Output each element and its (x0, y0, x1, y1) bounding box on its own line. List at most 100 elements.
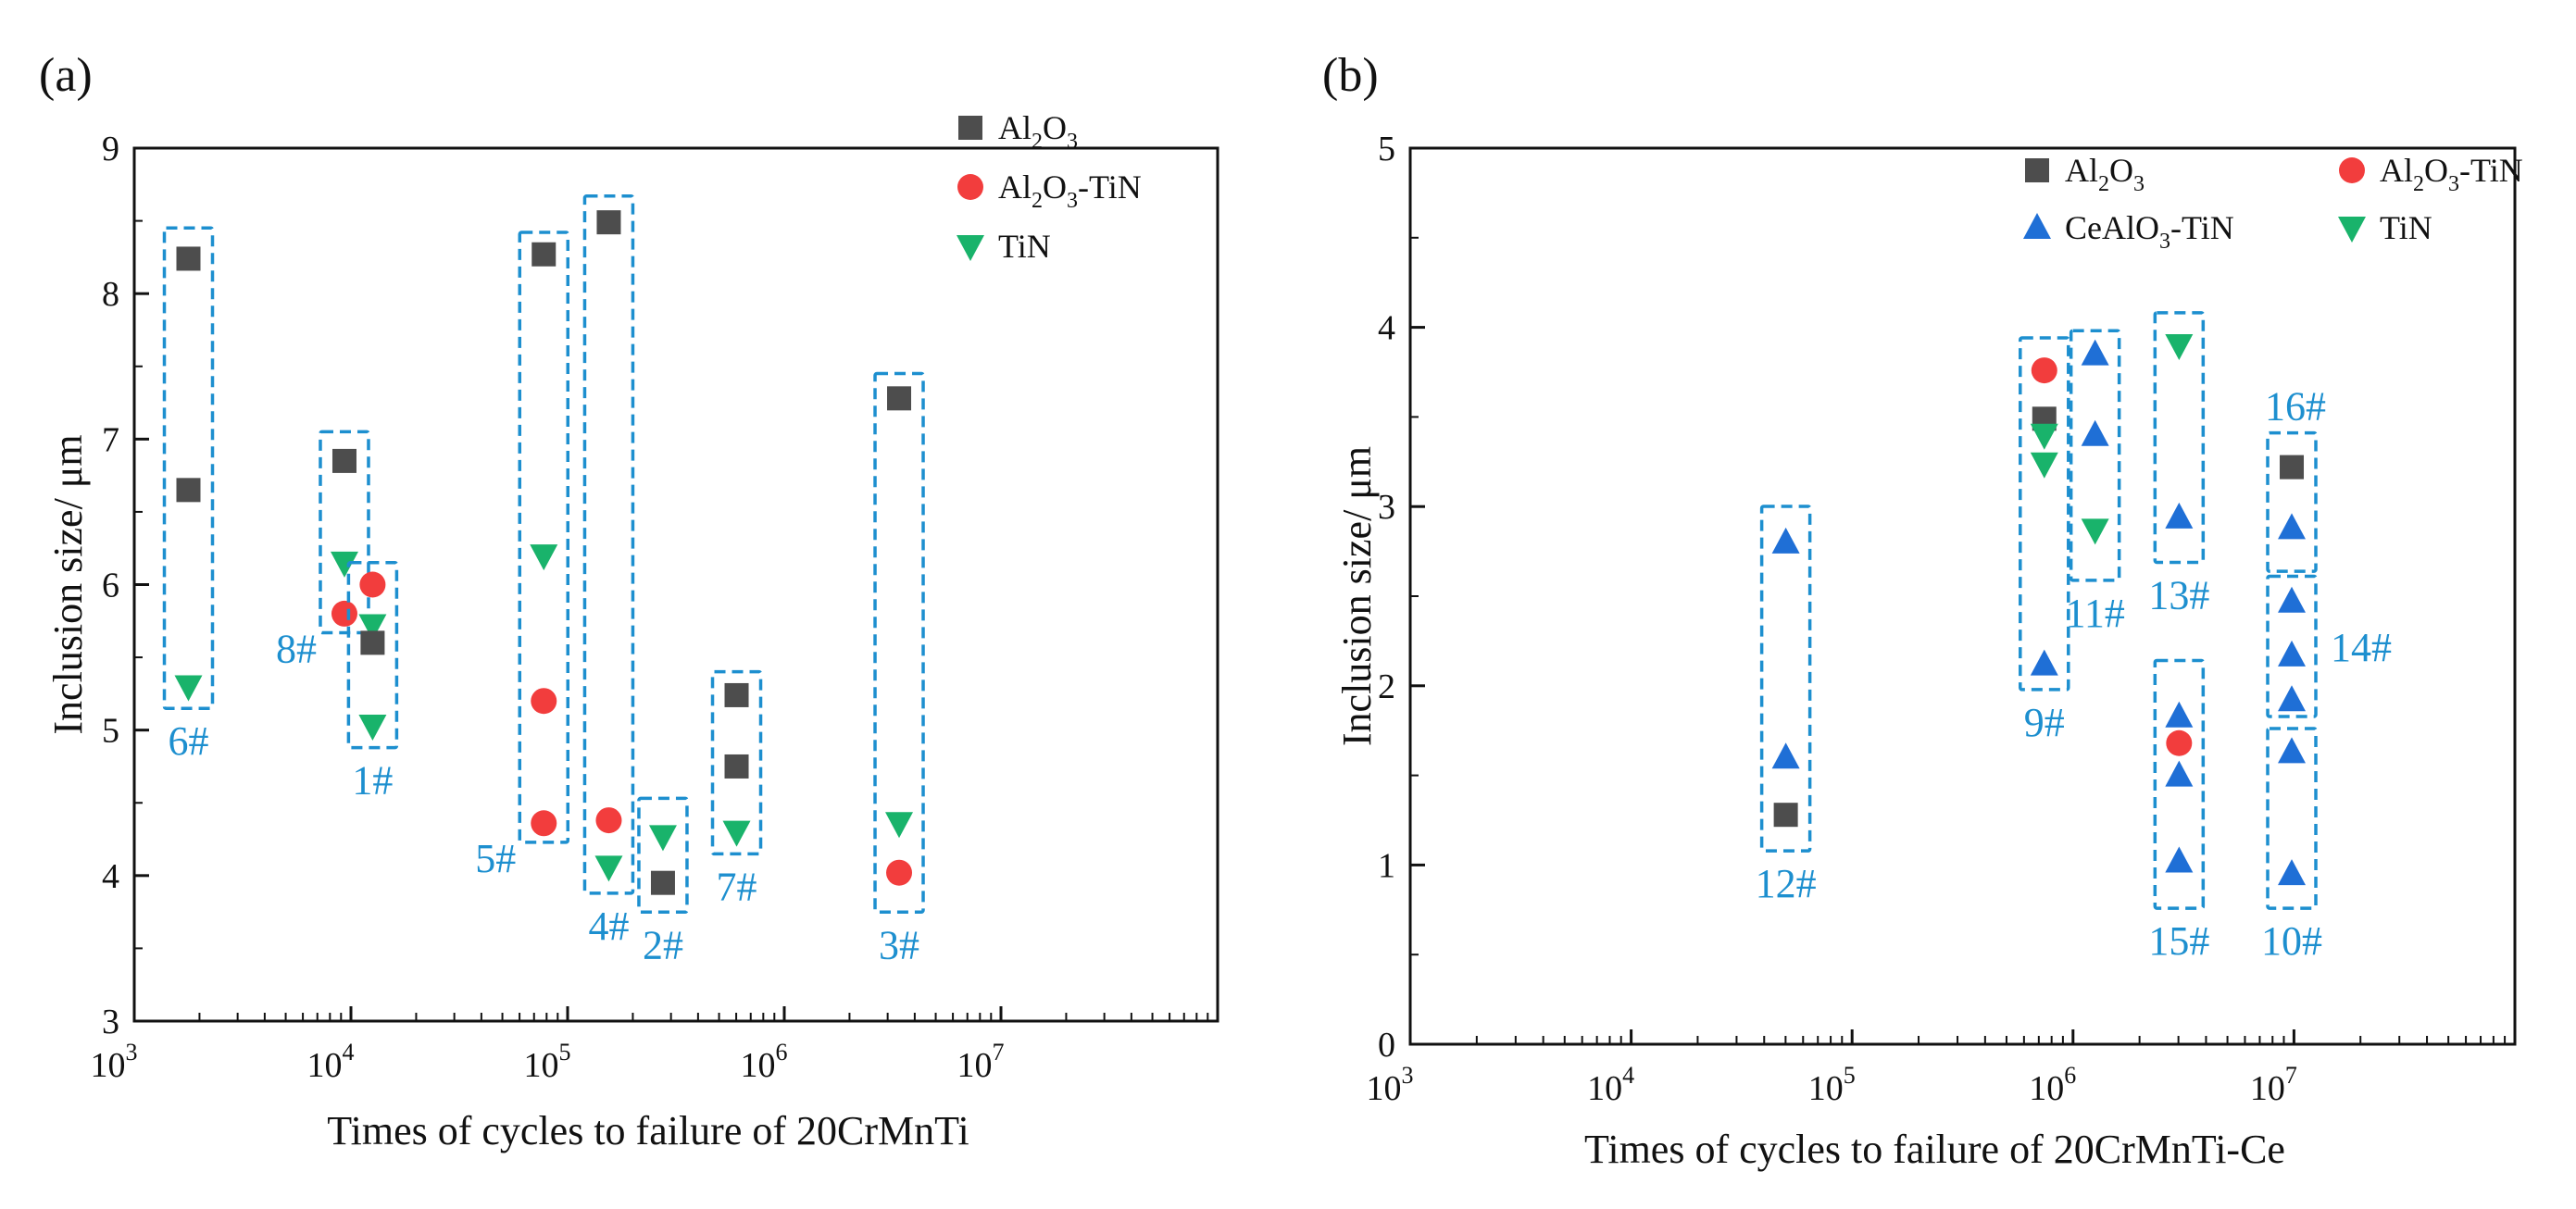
group-box (162, 226, 215, 710)
group-label: 13# (2148, 572, 2209, 617)
data-point (596, 210, 621, 235)
legend: Al2O3 Al2O3-TiN CeAlO3-TiN TiN (2023, 152, 2523, 254)
group-box (710, 669, 763, 856)
group-box (2153, 658, 2206, 910)
group-label: 7# (717, 864, 757, 909)
group-15#: 15# (2148, 658, 2209, 964)
group-label: 14# (2331, 625, 2392, 670)
data-point (2030, 452, 2058, 479)
group-10#: 10# (2261, 727, 2322, 964)
data-point (650, 870, 675, 895)
x-tick-label: 103 (91, 1039, 138, 1085)
group-label: 5# (475, 836, 516, 881)
legend-marker (2339, 157, 2365, 183)
group-label: 10# (2261, 918, 2322, 964)
data-point (2165, 846, 2194, 873)
legend-marker (2338, 217, 2366, 243)
data-point (2030, 649, 2058, 676)
data-point (887, 386, 912, 411)
y-tick-label: 5 (1378, 130, 1395, 168)
data-point (330, 551, 358, 578)
group-16#: 16# (2265, 384, 2326, 573)
group-label: 1# (352, 758, 393, 804)
y-tick-label: 0 (1378, 1026, 1395, 1065)
y-tick-label: 4 (102, 857, 119, 896)
data-point (594, 855, 623, 882)
data-point (530, 544, 558, 571)
group-box (2069, 329, 2121, 582)
group-8#: 8# (276, 430, 370, 672)
group-2#: 2# (637, 796, 689, 967)
panel-label: (a) (39, 49, 93, 102)
data-point (2278, 737, 2307, 764)
data-point (2030, 423, 2058, 450)
data-point (2165, 701, 2194, 728)
data-point (595, 807, 622, 834)
data-point (1771, 742, 1800, 769)
x-tick-label: 107 (957, 1039, 1005, 1085)
legend-label: Al2O3-TiN (2380, 152, 2523, 196)
legend-marker (2025, 158, 2049, 182)
y-tick-label: 1 (1378, 846, 1395, 885)
data-point (885, 812, 914, 839)
data-point (2278, 685, 2307, 712)
group-12#: 12# (1756, 505, 1817, 906)
group-9#: 9# (2019, 336, 2070, 745)
y-tick-label: 8 (102, 275, 119, 314)
x-axis-title: Times of cycles to failure of 20CrMnTi (327, 1108, 969, 1153)
group-box (582, 193, 635, 895)
legend-marker (957, 235, 984, 261)
y-tick-label: 6 (102, 567, 119, 605)
group-box (2266, 574, 2318, 718)
chart-panel-a: (a) 103 104 105 106 107 3 4 5 6 7 8 9 Times of cycles… (39, 49, 1219, 1153)
group-label: 3# (879, 922, 919, 967)
data-point (724, 754, 749, 779)
data-point (648, 825, 677, 852)
group-box (1759, 505, 1812, 853)
data-point (2278, 640, 2307, 667)
data-point (331, 448, 356, 473)
group-4#: 4# (582, 193, 635, 949)
data-point (886, 859, 913, 886)
y-axis-title: Inclusion size/ μm (45, 434, 91, 734)
legend-label: Al2O3 (2065, 152, 2145, 196)
group-3#: 3# (873, 371, 925, 967)
legend-label: Al2O3-TiN (998, 168, 1142, 213)
data-point (2081, 419, 2109, 446)
group-6#: 6# (162, 226, 215, 764)
y-tick-label: 2 (1378, 667, 1395, 706)
group-5#: 5# (475, 231, 570, 881)
data-point (2165, 760, 2194, 787)
plot-frame (132, 146, 1219, 1023)
legend-label: TiN (2380, 209, 2432, 246)
x-tick-label: 105 (1808, 1062, 1856, 1108)
data-point (2031, 357, 2057, 384)
data-point (176, 246, 201, 271)
legend-marker (2023, 213, 2051, 239)
y-tick-label: 5 (102, 712, 119, 751)
data-point (2278, 513, 2307, 540)
y-tick-label: 9 (102, 130, 119, 168)
data-point (2166, 729, 2193, 756)
data-point (531, 688, 557, 715)
data-point (531, 242, 556, 267)
y-tick-label: 3 (1378, 488, 1395, 527)
data-point (2278, 586, 2307, 613)
legend-marker (957, 174, 983, 200)
x-tick-label: 104 (1587, 1062, 1634, 1108)
group-label: 15# (2148, 918, 2209, 964)
data-point (2278, 859, 2307, 886)
group-11#: 11# (2065, 329, 2125, 636)
data-point (2165, 333, 2194, 360)
group-1#: 1# (346, 561, 399, 804)
data-point (531, 810, 557, 837)
group-13#: 13# (2148, 311, 2209, 617)
data-point (360, 630, 385, 655)
data-point (2081, 339, 2109, 366)
data-point (1773, 803, 1798, 828)
data-point (724, 682, 749, 707)
x-tick-label: 107 (2250, 1062, 2297, 1108)
x-tick-label: 105 (524, 1039, 571, 1085)
plot-frame (1408, 146, 2517, 1046)
